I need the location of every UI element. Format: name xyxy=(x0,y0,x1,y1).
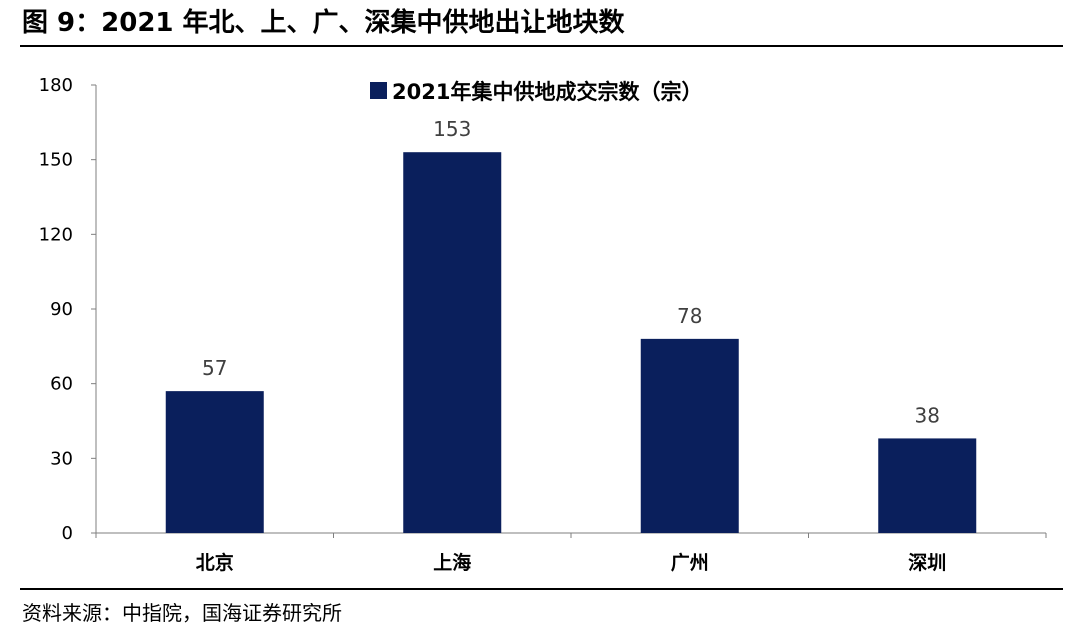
source-note: 资料来源：中指院，国海证券研究所 xyxy=(22,601,342,625)
bar xyxy=(878,438,977,533)
legend-label: 2021年集中供地成交宗数（宗） xyxy=(392,80,702,104)
data-label: 38 xyxy=(915,403,940,427)
y-tick-label: 0 xyxy=(62,523,73,544)
y-tick-label: 90 xyxy=(50,299,73,320)
bar xyxy=(165,391,264,533)
category-label: 北京 xyxy=(196,551,234,574)
y-tick-label: 150 xyxy=(39,150,73,171)
y-tick-label: 30 xyxy=(50,448,73,469)
data-label: 153 xyxy=(433,117,471,141)
y-tick-label: 120 xyxy=(39,224,73,245)
bars xyxy=(165,152,977,533)
bar xyxy=(640,338,739,533)
y-axis-ticks: 0 30 60 90 120 150 180 xyxy=(39,75,96,544)
y-tick-label: 60 xyxy=(50,374,73,395)
data-label: 78 xyxy=(677,304,702,328)
category-labels: 北京 上海 广州 深圳 xyxy=(95,533,1047,574)
data-labels: 57 153 78 38 xyxy=(202,117,940,427)
title-divider xyxy=(20,45,1063,47)
y-tick-label: 180 xyxy=(39,75,73,96)
bar-chart: 2021年集中供地成交宗数（宗） 0 30 60 90 120 150 180 57 153 7… xyxy=(39,75,1047,574)
category-label: 深圳 xyxy=(908,551,946,574)
legend: 2021年集中供地成交宗数（宗） xyxy=(370,80,702,104)
bar xyxy=(403,152,502,533)
category-label: 上海 xyxy=(433,551,471,574)
data-label: 57 xyxy=(202,356,227,380)
category-label: 广州 xyxy=(671,551,709,574)
legend-swatch xyxy=(370,82,387,99)
source-divider xyxy=(20,588,1063,590)
figure-title: 图 9：2021 年北、上、广、深集中供地出让地块数 xyxy=(22,8,625,38)
